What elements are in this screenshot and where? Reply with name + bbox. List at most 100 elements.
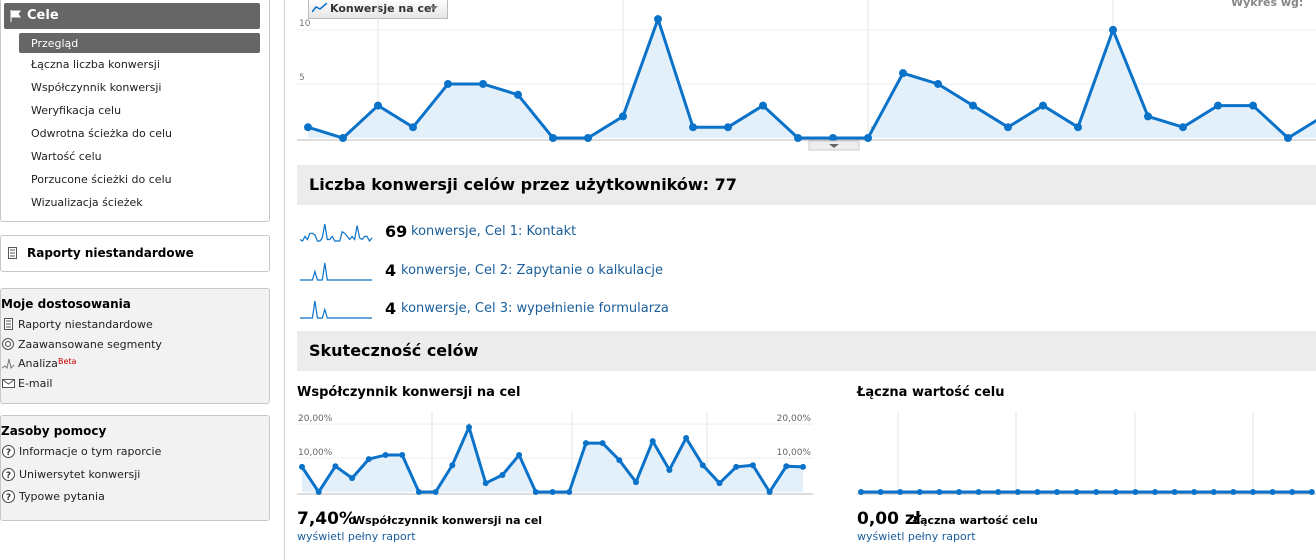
y-tick-label: 20,00%: [777, 414, 812, 424]
point: [374, 101, 382, 110]
point: [724, 123, 732, 132]
customization-link[interactable]: Analiza: [18, 357, 58, 370]
resize-arrow: [829, 144, 839, 148]
point: [566, 489, 573, 495]
point: [936, 489, 943, 495]
goal-link[interactable]: konwersje, Cel 2: Zapytanie o kalkulacje: [401, 262, 664, 278]
point: [1054, 489, 1060, 495]
goals-panel: Cele Przegląd Łączna liczba konwersji Wspó…: [0, 0, 270, 222]
svg-text:?: ?: [6, 448, 11, 458]
sparkline: [300, 300, 372, 319]
nav-item[interactable]: Przegląd: [31, 37, 79, 50]
point: [1152, 489, 1158, 495]
point: [783, 463, 790, 470]
nav-item[interactable]: Wartość celu: [31, 150, 102, 163]
point: [666, 466, 673, 473]
value-title: Łączna wartość celu: [857, 385, 1005, 400]
rate-title: Współczynnik konwersji na cel: [297, 385, 521, 400]
sparkline-line: [300, 262, 372, 281]
customizations-panel: Moje dostosowania Raporty niestandardowe…: [0, 288, 270, 404]
rate-link[interactable]: wyświetl pełny raport: [297, 530, 416, 543]
point: [1269, 489, 1276, 495]
point: [683, 435, 690, 442]
rate-summary-value: 7,40%: [297, 509, 356, 529]
item-icon: ?: [2, 467, 15, 481]
svg-text:?: ?: [6, 493, 11, 503]
customization-link[interactable]: Zaawansowane segmenty: [18, 337, 162, 351]
point: [582, 440, 589, 447]
customization-link[interactable]: Raporty niestandardowe: [18, 318, 153, 331]
nav-item[interactable]: Współczynnik konwersji: [31, 81, 162, 94]
value-link[interactable]: wyświetl pełny raport: [857, 530, 976, 543]
goal-count: 4: [385, 260, 397, 280]
nav-item[interactable]: Łączna liczba konwersji: [31, 58, 160, 71]
nav-item[interactable]: Wizualizacja ścieżek: [31, 196, 143, 209]
point: [829, 134, 837, 142]
customization-link[interactable]: E-mail: [18, 376, 53, 390]
sparkline: [300, 262, 372, 281]
point: [1034, 489, 1041, 495]
point: [304, 123, 312, 132]
point: [549, 134, 557, 142]
goal-count: 69: [385, 222, 408, 241]
point: [479, 79, 487, 88]
point: [1250, 489, 1256, 495]
point: [1073, 489, 1080, 495]
help-panel: Zasoby pomocy ? Informacje o tym raporcie…: [0, 415, 270, 521]
point: [1284, 134, 1292, 142]
goal-link[interactable]: konwersje, Cel 1: Kontakt: [411, 224, 577, 239]
nav-item[interactable]: Porzucone ścieżki do celu: [31, 173, 172, 186]
point: [339, 134, 347, 142]
point: [365, 456, 372, 463]
point: [315, 489, 322, 495]
point: [749, 462, 756, 469]
goals-header[interactable]: Cele: [4, 3, 260, 29]
point: [916, 489, 923, 495]
area: [302, 427, 803, 492]
point: [349, 475, 356, 482]
point: [864, 134, 872, 142]
point: [733, 463, 740, 470]
point: [759, 101, 767, 110]
help-link[interactable]: Typowe pytania: [19, 490, 105, 503]
point: [934, 79, 942, 88]
point: [532, 489, 539, 495]
section-header: Skuteczność celów: [297, 331, 1316, 371]
point: [1308, 489, 1315, 495]
y-tick-label: 10: [299, 19, 311, 29]
point: [1093, 489, 1100, 495]
point: [649, 438, 656, 445]
help-title: Zasoby pomocy: [1, 424, 107, 438]
nav-item[interactable]: Weryfikacja celu: [31, 104, 122, 117]
point: [1112, 489, 1119, 495]
goal-count: 4: [385, 299, 397, 318]
point: [1039, 101, 1047, 110]
point: [897, 489, 904, 495]
point: [995, 489, 1002, 495]
goal-link[interactable]: konwersje, Cel 3: wypełnienie formularza: [401, 301, 669, 316]
item-icon: ?: [2, 445, 15, 458]
point: [415, 489, 422, 495]
y-tick-label: 20,00%: [298, 414, 333, 424]
point: [975, 489, 982, 495]
nav-item[interactable]: Odwrotna ścieżka do celu: [31, 127, 173, 140]
rate-summary-label: Współczynnik konwersji na cel: [353, 514, 543, 527]
line: [307, 14, 1316, 140]
help-link[interactable]: Uniwersytet konwersji: [19, 467, 141, 481]
point: [466, 424, 472, 431]
help-link[interactable]: Informacje o tym raporcie: [19, 445, 162, 458]
point: [969, 101, 977, 110]
point: [432, 489, 439, 495]
point: [1171, 489, 1178, 495]
y-tick-label: 10,00%: [777, 448, 812, 458]
value-summary-value: 0,00 zł: [857, 509, 922, 529]
main-chart: 51019 kwi26 kwi3 maj10 maj: [297, 0, 1316, 151]
point: [444, 79, 452, 88]
point: [858, 489, 864, 495]
item-icon: ?: [2, 490, 15, 503]
performance-title: Skuteczność celów: [309, 341, 479, 360]
custom-reports-link[interactable]: Raporty niestandardowe: [27, 246, 194, 260]
value-chart: [857, 412, 1316, 495]
point: [1004, 123, 1012, 132]
